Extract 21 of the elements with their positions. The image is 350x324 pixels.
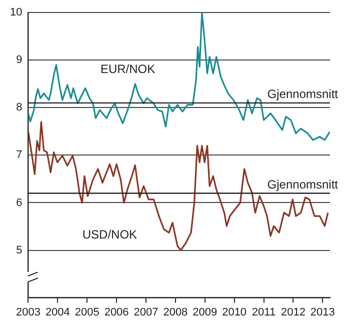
x-tick-label: 2007 xyxy=(134,306,158,318)
y-tick-label: 5 xyxy=(16,244,22,256)
x-tick-label: 2012 xyxy=(280,306,306,318)
x-tick-label: 2011 xyxy=(252,306,276,318)
y-tick-label: 6 xyxy=(16,196,22,209)
x-tick-label: 2003 xyxy=(16,306,40,318)
text: USD/NOK xyxy=(82,227,138,242)
x-tick-label: 2004 xyxy=(45,306,70,318)
x-tick-label: 2010 xyxy=(222,306,247,318)
ref-line-label: Gjennomsnitt xyxy=(267,87,339,102)
x-tick-label: 2009 xyxy=(192,306,218,318)
ref-line-label: Gjennomsnitt xyxy=(267,178,339,192)
y-tick-label: 8 xyxy=(16,102,22,114)
x-tick-label: 2013 xyxy=(310,306,335,318)
x-tick-label: 2005 xyxy=(74,306,100,318)
x-tick-label: 2006 xyxy=(104,306,129,318)
y-tick-label: 9 xyxy=(16,54,22,66)
series-label: EUR/NOK xyxy=(100,62,156,76)
y-tick-label: 7 xyxy=(16,149,22,162)
y-tick-label: 10 xyxy=(10,6,22,19)
x-tick-label: 2008 xyxy=(163,306,188,318)
